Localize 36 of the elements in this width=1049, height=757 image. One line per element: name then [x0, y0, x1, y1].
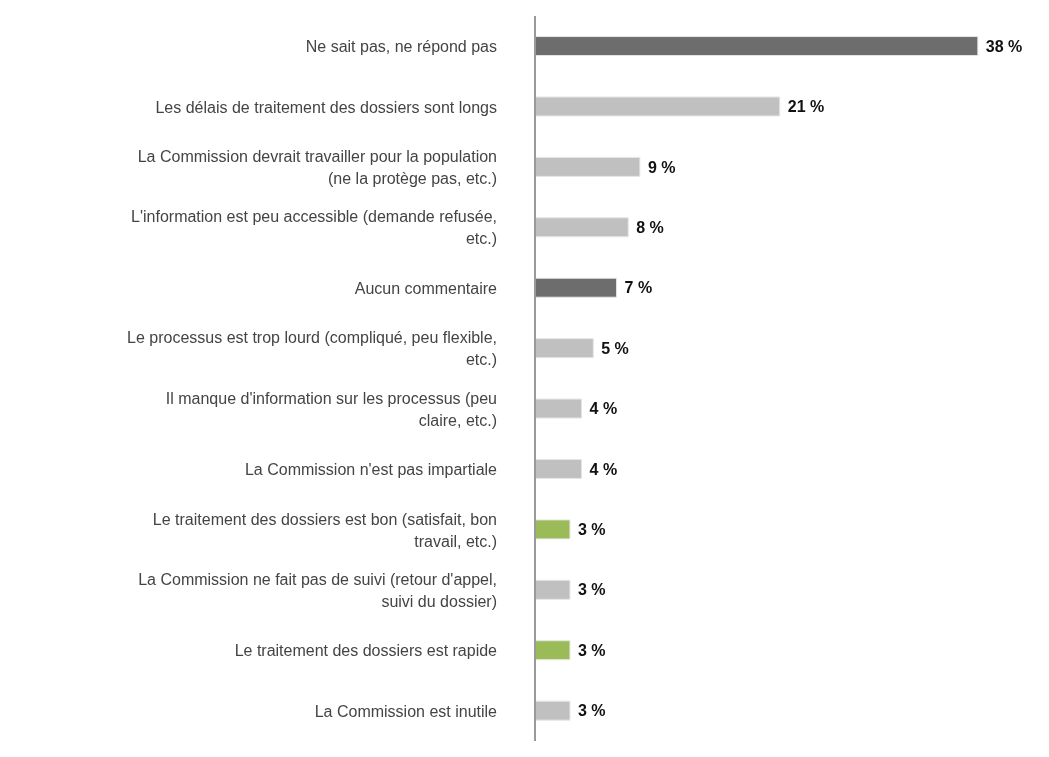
data-label: 9 % — [647, 158, 676, 176]
y-tick-label: Le traitement des dossiers est rapide — [234, 641, 498, 659]
y-tick-label: L'information est peu accessible (demande refusée, etc.) — [131, 207, 497, 247]
data-label: 4 % — [589, 460, 618, 478]
bar — [535, 36, 979, 57]
bar — [535, 156, 641, 177]
data-label: 5 % — [601, 339, 629, 357]
bar — [535, 398, 583, 419]
data-label: 3 % — [577, 702, 606, 720]
data-label: 4 % — [589, 400, 618, 418]
bar — [535, 217, 629, 238]
bar — [535, 519, 571, 540]
y-tick-label: Le processus est trop lourd (compliqué, peu flexible, etc.) — [127, 328, 497, 368]
data-label: 21 % — [787, 98, 825, 116]
y-tick-label: La Commission n'est pas impartiale — [244, 460, 498, 478]
y-tick-label: La Commission devrait travailler pour la population (ne la protège pas, etc.) — [137, 147, 497, 187]
y-tick-label: La Commission est inutile — [314, 702, 498, 720]
data-label: 3 % — [577, 521, 606, 539]
y-tick-label: Aucun commentaire — [354, 279, 498, 297]
bar — [535, 458, 583, 479]
bar — [535, 700, 571, 721]
data-label: 8 % — [636, 218, 664, 236]
bar — [535, 640, 571, 661]
y-tick-label: Les délais de traitement des dossiers sont longs — [155, 98, 497, 116]
y-tick-label: La Commission ne fait pas de suivi (retour d'appel, suivi du dossier) — [138, 570, 497, 610]
bar — [535, 579, 571, 600]
bar — [535, 277, 618, 298]
data-label: 3 % — [577, 641, 606, 659]
y-tick-label: Il manque d'information sur les processus (peu claire, etc.) — [165, 389, 497, 429]
bar — [535, 96, 781, 117]
bar — [535, 338, 594, 359]
y-tick-label: Le traitement des dossiers est bon (satisfait, bon travail, etc.) — [152, 510, 497, 550]
data-label: 38 % — [985, 37, 1023, 55]
data-label: 7 % — [624, 279, 653, 297]
data-label: 3 % — [577, 581, 606, 599]
y-tick-label: Ne sait pas, ne répond pas — [305, 37, 497, 55]
